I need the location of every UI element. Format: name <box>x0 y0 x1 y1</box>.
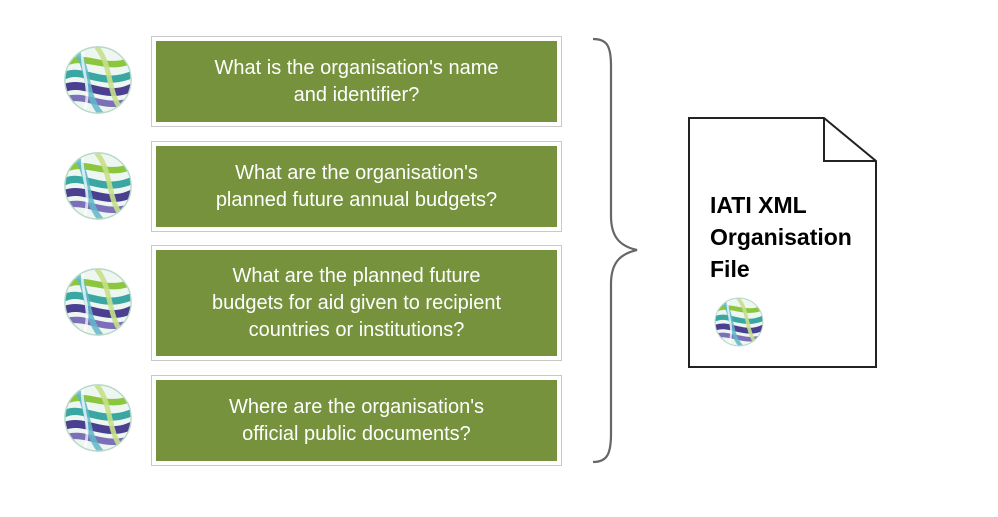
question-box-name-identifier: What is the organisation's name and iden… <box>151 36 562 127</box>
iati-globe-logo-icon <box>706 296 772 348</box>
question-text: What are the planned future budgets for … <box>156 250 557 356</box>
iati-globe-logo-icon <box>62 44 134 116</box>
question-text: What is the organisation's name and iden… <box>156 41 557 122</box>
curly-brace <box>592 37 638 464</box>
question-box-public-documents: Where are the organisation's official pu… <box>151 375 562 466</box>
question-text: Where are the organisation's official pu… <box>156 380 557 461</box>
iati-globe-logo-icon <box>62 150 134 222</box>
question-box-recipient-budgets: What are the planned future budgets for … <box>151 245 562 361</box>
question-box-annual-budgets: What are the organisation's planned futu… <box>151 141 562 232</box>
iati-globe-logo-icon <box>62 382 134 454</box>
document-title: IATI XML Organisation File <box>710 192 852 282</box>
question-text: What are the organisation's planned futu… <box>156 146 557 227</box>
iati-globe-logo-icon <box>62 266 134 338</box>
